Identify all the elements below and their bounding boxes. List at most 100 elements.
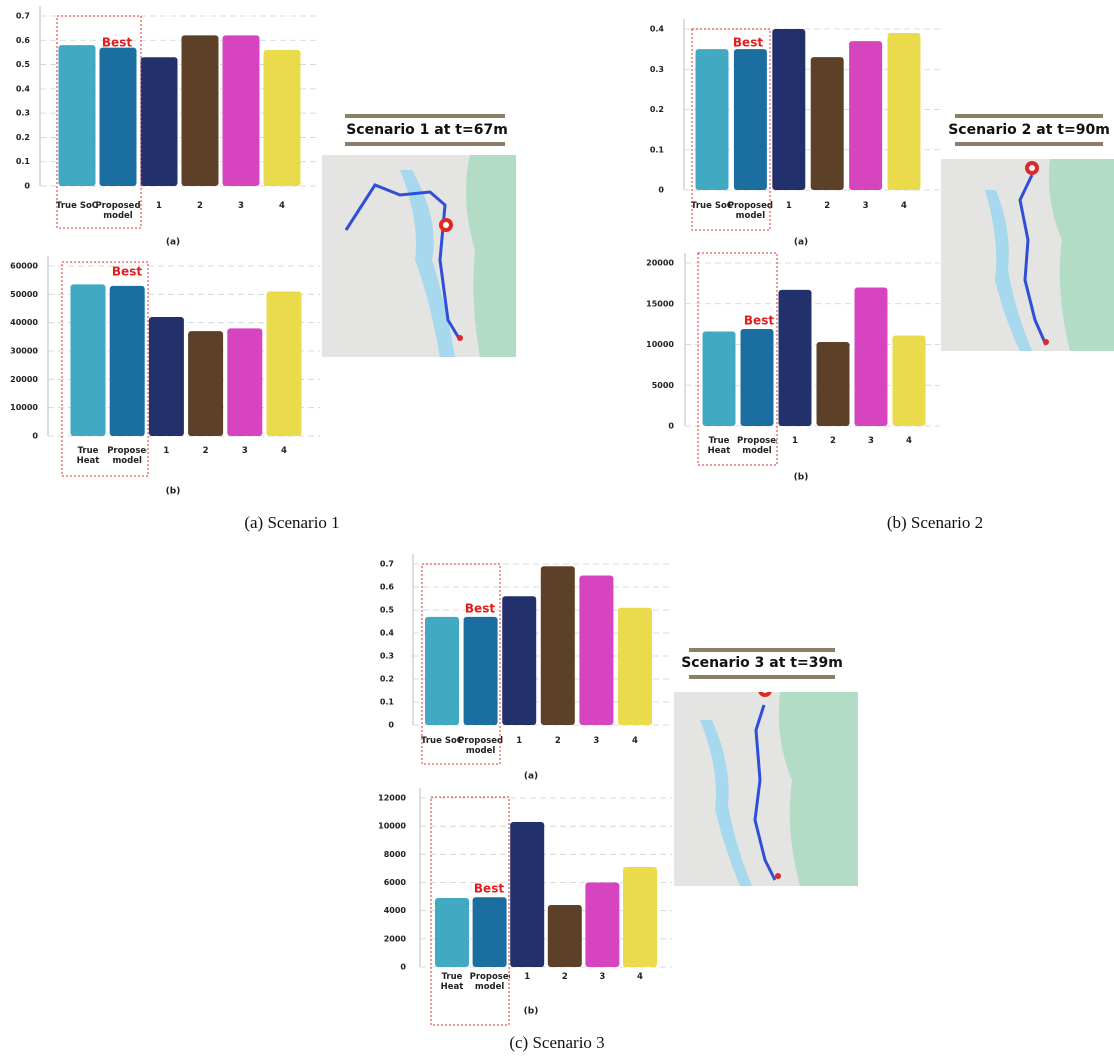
bar	[110, 286, 145, 436]
x-tick-label-box: 4	[889, 436, 929, 462]
x-tick-label-box: True Heat	[699, 436, 739, 462]
bar	[502, 596, 536, 725]
y-tick-label: 0.4	[16, 84, 31, 93]
y-tick-label: 4000	[384, 906, 407, 915]
x-tick-label-box: Proposed model	[470, 972, 510, 998]
y-tick-label: 0	[388, 721, 394, 730]
y-tick-label: 0.2	[650, 105, 664, 114]
y-tick-label: 0.1	[380, 698, 395, 707]
y-tick-label: 8000	[384, 850, 407, 859]
x-tick-label: 2	[545, 972, 585, 982]
x-tick-label: 4	[620, 972, 660, 982]
y-tick-label: 0.4	[650, 25, 665, 34]
bar	[855, 287, 888, 426]
y-tick-label: 0	[658, 186, 664, 195]
bar	[623, 867, 657, 967]
bar	[473, 897, 507, 967]
bar	[188, 331, 223, 436]
y-tick-label: 20000	[10, 375, 38, 384]
x-tick-label-box: 2	[186, 446, 226, 472]
y-tick-label: 0.3	[380, 652, 394, 661]
y-tick-label: 0.2	[380, 675, 394, 684]
map-image	[674, 683, 858, 886]
y-tick-label: 0.1	[650, 145, 665, 154]
y-tick-label: 0.6	[380, 583, 395, 592]
bar	[425, 617, 459, 725]
bar	[59, 45, 96, 186]
x-tick-label-box: True Heat	[68, 446, 108, 472]
y-tick-label: 0.7	[380, 560, 394, 569]
x-tick-label: 4	[264, 446, 304, 456]
x-tick-label: 3	[582, 972, 622, 982]
bar	[267, 292, 302, 437]
annotation: Best	[112, 265, 142, 279]
x-tick-label: Proposed model	[470, 972, 510, 992]
annotation: Best	[474, 882, 504, 896]
y-tick-label: 0.4	[380, 629, 395, 638]
panel-label: (a)	[524, 772, 538, 782]
x-tick-label: 1	[775, 436, 815, 446]
map-title: Scenario 3 at t=39m	[681, 655, 843, 671]
bar	[141, 57, 178, 186]
bar	[227, 328, 262, 436]
y-tick-label: 10000	[378, 822, 406, 831]
y-tick-label: 40000	[10, 318, 38, 327]
map-image	[322, 155, 516, 357]
bar	[772, 29, 805, 190]
panel-label: (a)	[794, 238, 808, 248]
y-tick-label: 0	[668, 422, 674, 431]
x-tick-label-box: Proposed model	[737, 436, 777, 462]
bar	[696, 49, 729, 190]
x-tick-label-box: 3	[582, 972, 622, 998]
y-tick-label: 0.7	[16, 12, 30, 21]
y-tick-label: 2000	[384, 934, 407, 943]
x-tick-label: Proposed model	[107, 446, 147, 466]
bar	[893, 336, 926, 426]
y-tick-label: 20000	[646, 259, 674, 268]
y-tick-label: 5000	[652, 381, 675, 390]
y-tick-label: 30000	[10, 347, 38, 356]
bar	[464, 617, 498, 725]
x-tick-label: 4	[257, 201, 307, 211]
panel-label: (b)	[166, 487, 181, 497]
x-tick-label-box: 4	[264, 446, 304, 472]
x-tick-label: 3	[225, 446, 265, 456]
x-tick-label-box: Proposed model	[107, 446, 147, 472]
y-tick-label: 60000	[10, 262, 38, 271]
x-tick-label: True Heat	[699, 436, 739, 456]
y-tick-label: 0.3	[16, 109, 30, 118]
x-tick-label-box: 1	[775, 436, 815, 462]
caption: (a) Scenario 1	[244, 513, 339, 532]
bar	[888, 33, 921, 190]
bar	[585, 883, 619, 968]
map-title: Scenario 2 at t=90m	[948, 122, 1110, 138]
map-image	[941, 159, 1114, 351]
x-tick-label-box: 1	[507, 972, 547, 998]
x-tick-label-box: 2	[545, 972, 585, 998]
y-tick-label: 0.5	[380, 606, 395, 615]
panel-label: (a)	[166, 238, 180, 248]
bar	[779, 290, 812, 426]
y-tick-label: 0	[32, 432, 38, 441]
bar	[817, 342, 850, 426]
x-tick-label-box: 4	[257, 201, 307, 227]
bar	[579, 576, 613, 726]
caption: (b) Scenario 2	[887, 513, 983, 532]
y-tick-label: 0.5	[16, 60, 31, 69]
annotation: Best	[733, 36, 763, 50]
bar	[100, 48, 137, 186]
x-tick-label: 2	[813, 436, 853, 446]
caption: (c) Scenario 3	[509, 1033, 604, 1052]
annotation: Best	[744, 314, 774, 328]
x-tick-label: 2	[186, 446, 226, 456]
y-tick-label: 15000	[646, 299, 674, 308]
x-tick-label: Proposed model	[737, 436, 777, 456]
x-tick-label-box: 4	[611, 736, 659, 762]
x-tick-label-box: 4	[880, 201, 928, 227]
panel-label: (b)	[794, 473, 809, 483]
x-tick-label: 3	[851, 436, 891, 446]
y-tick-label: 0.6	[16, 36, 31, 45]
bar	[264, 50, 301, 186]
y-tick-label: 6000	[384, 878, 407, 887]
bar	[435, 898, 469, 967]
